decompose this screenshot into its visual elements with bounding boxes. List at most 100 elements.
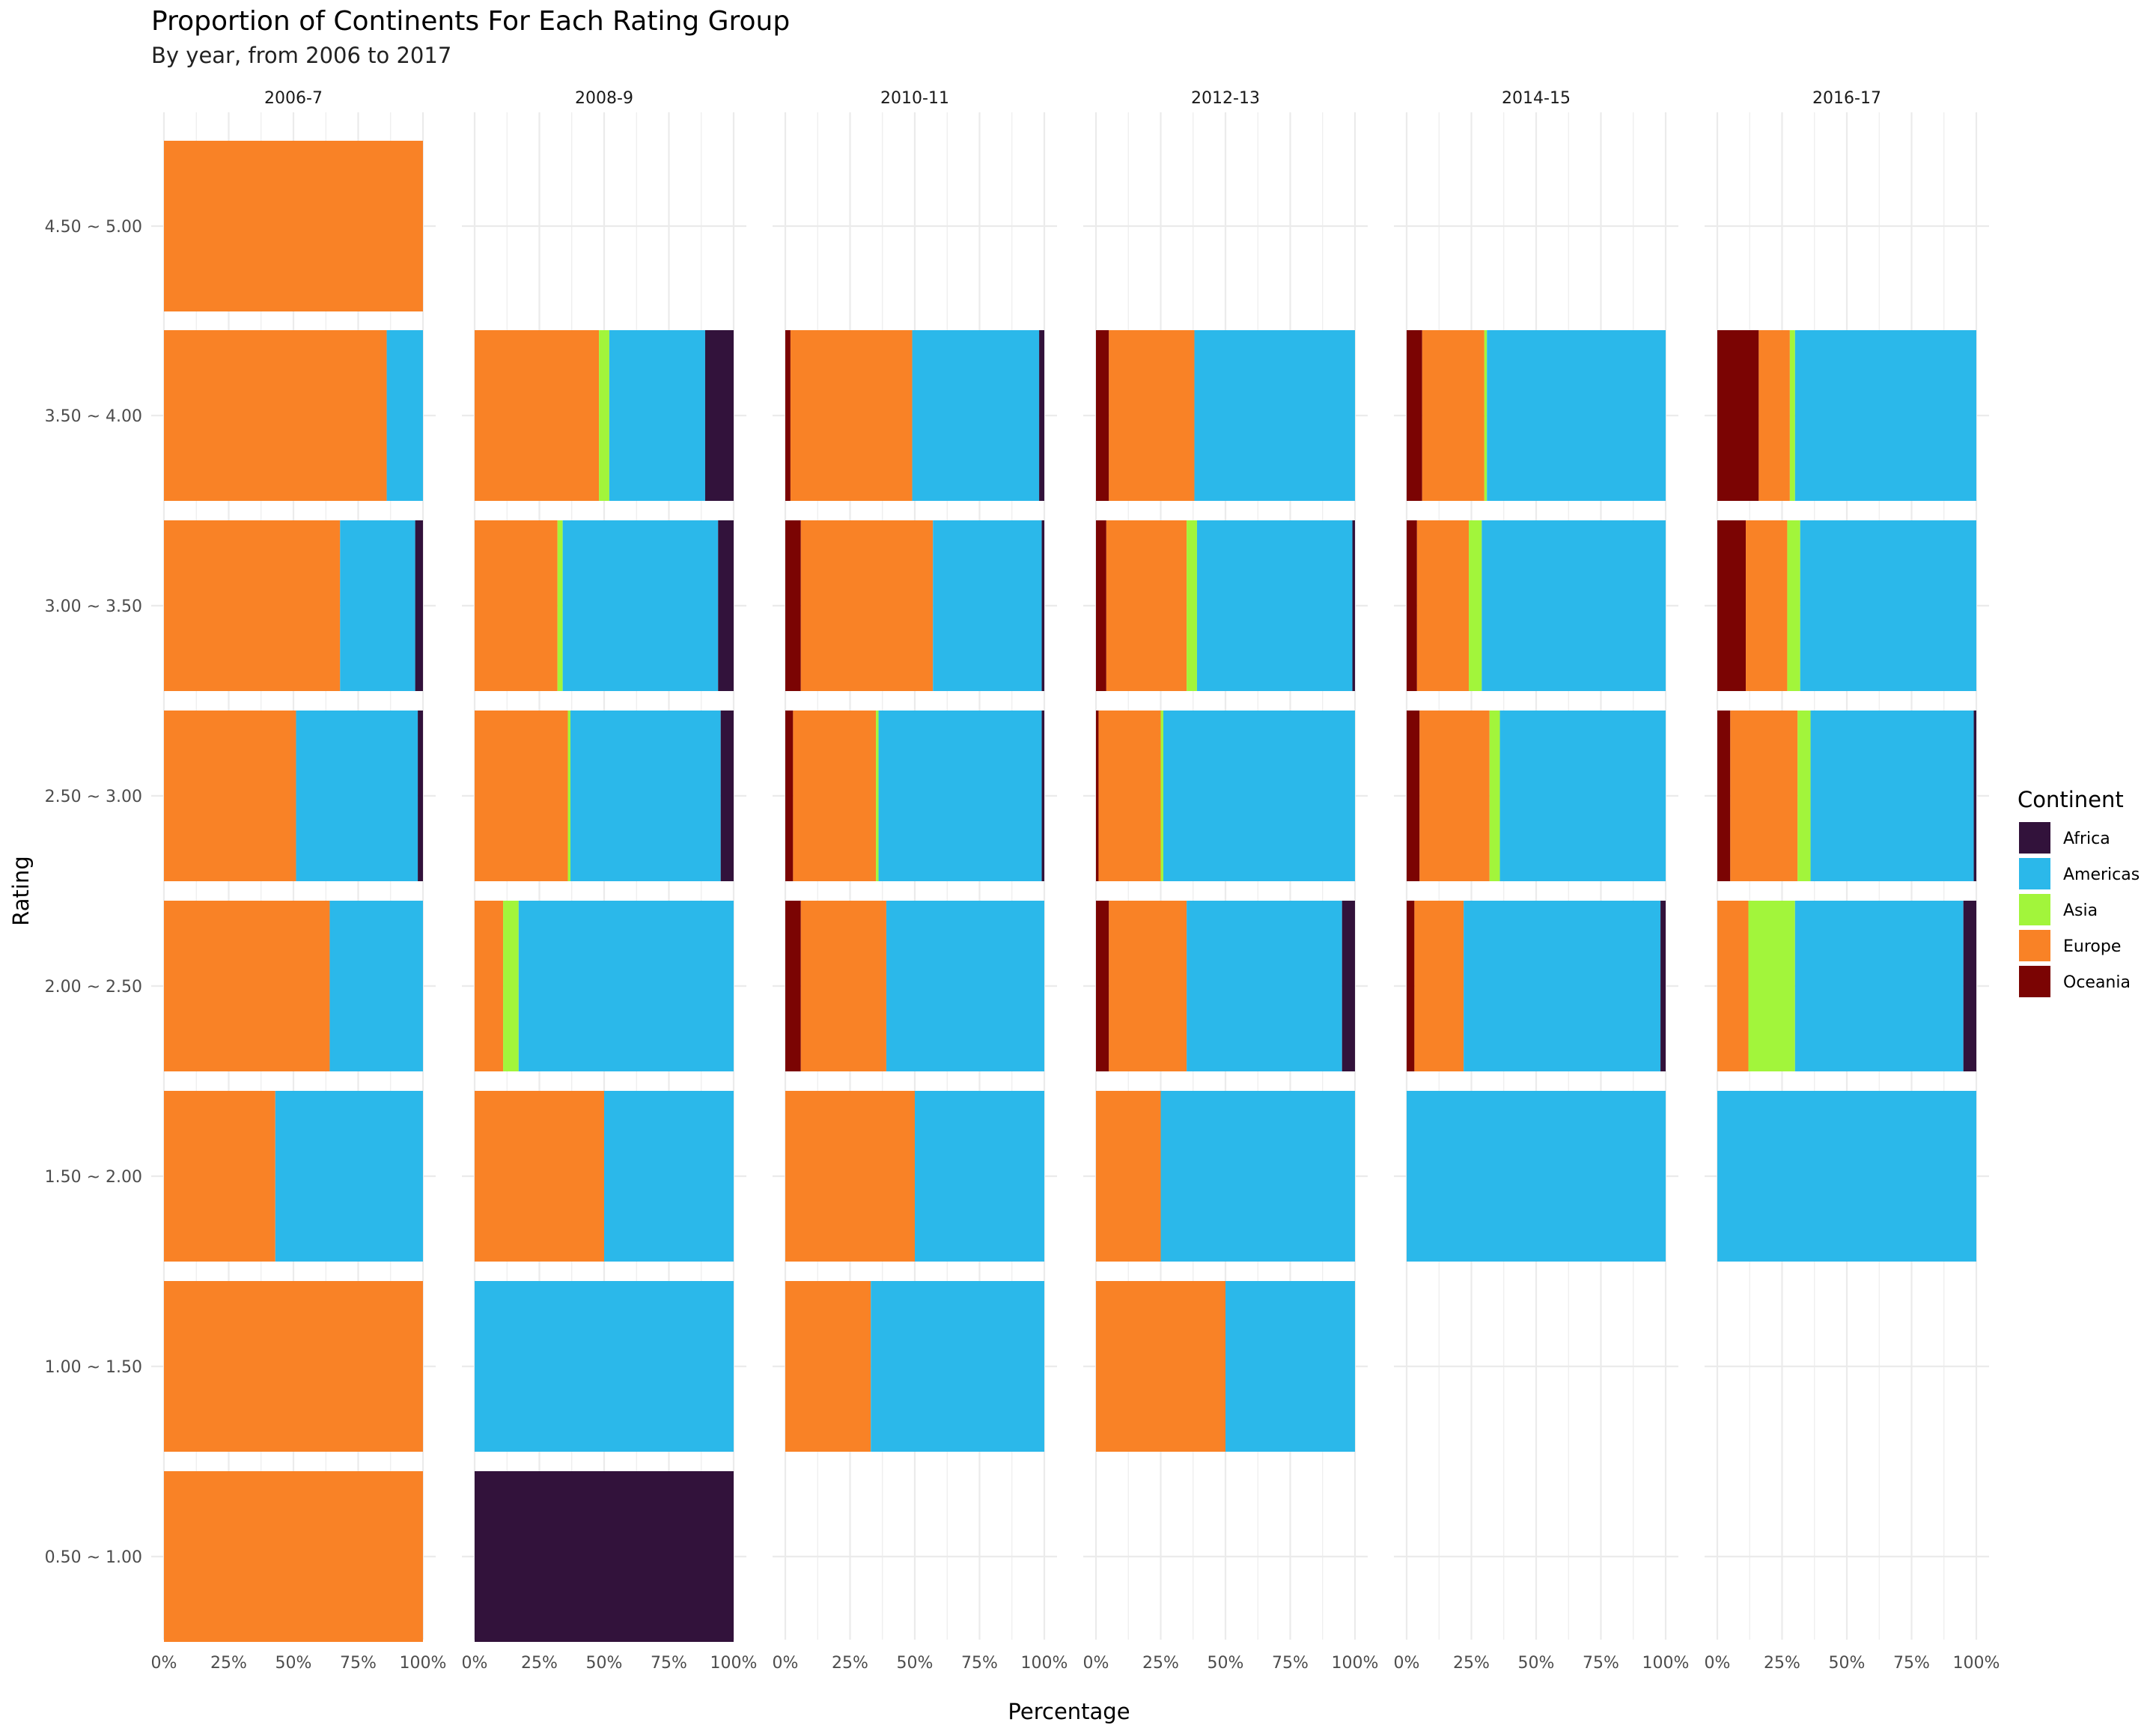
bar-segment-americas — [1225, 1281, 1355, 1452]
bar-segment-americas — [329, 901, 423, 1071]
bar-segment-oceania — [1407, 330, 1422, 501]
facet-panel-2016-17: 2016-17 0% 25% 50% 75% 100% — [1705, 89, 2000, 1673]
bar-segment-africa — [418, 711, 423, 881]
bar-segment-oceania — [785, 520, 801, 691]
bar-segment-americas — [604, 1091, 734, 1262]
bar-segment-americas — [1810, 711, 1974, 881]
facet-strip-label: 2014-15 — [1502, 89, 1571, 108]
bar-segment-asia — [1484, 330, 1487, 501]
bar-segment-africa — [1041, 711, 1044, 881]
bar-segment-asia — [1797, 711, 1811, 881]
bar-segment-americas — [609, 330, 705, 501]
x-tick-label: 25% — [210, 1654, 247, 1673]
bar-segment-europe — [785, 1091, 915, 1262]
legend-label: Europe — [2063, 937, 2121, 956]
legend: Continent Africa Americas Asia Europe Oceani… — [2018, 787, 2140, 997]
bar-segment-africa — [718, 520, 734, 691]
bar-segment-oceania — [1096, 901, 1109, 1071]
bar-segment-europe — [800, 901, 886, 1071]
bar-segment-americas — [1163, 711, 1355, 881]
bar-segment-oceania — [1096, 520, 1106, 691]
x-tick-label: 0% — [773, 1654, 799, 1673]
legend-swatch-europe — [2019, 930, 2050, 961]
y-tick-label: 2.00 ~ 2.50 — [45, 978, 142, 997]
bar-segment-africa — [1342, 901, 1355, 1071]
x-tick-label: 75% — [961, 1654, 998, 1673]
bar-segment-europe — [1096, 1281, 1225, 1452]
bar-segment-americas — [1499, 711, 1666, 881]
bar-segment-oceania — [1717, 711, 1731, 881]
chart-title: Proportion of Continents For Each Rating… — [151, 6, 790, 37]
bar-segment-africa — [1660, 901, 1666, 1071]
bar-segment-africa — [1973, 711, 1976, 881]
bar-segment-asia — [1187, 520, 1197, 691]
bar-segment-europe — [164, 1471, 423, 1642]
bar-segment-americas — [1717, 1091, 1976, 1262]
bar-segment-americas — [1187, 901, 1342, 1071]
x-tick-label: 50% — [1829, 1654, 1866, 1673]
legend-title: Continent — [2018, 787, 2124, 812]
bar-segment-asia — [503, 901, 519, 1071]
bar-segment-europe — [164, 330, 387, 501]
bar-segment-africa — [1352, 520, 1355, 691]
bar-segment-oceania — [1717, 330, 1759, 501]
bar-segment-europe — [800, 520, 934, 691]
bar-segment-africa — [475, 1471, 734, 1642]
bar-segment-asia — [1787, 520, 1800, 691]
bar-segment-europe — [475, 711, 568, 881]
bar-segment-americas — [1487, 330, 1666, 501]
bar-segment-americas — [518, 901, 734, 1071]
bar-segment-europe — [164, 1281, 423, 1452]
bar-segment-europe — [1416, 520, 1470, 691]
x-tick-label: 50% — [1518, 1654, 1555, 1673]
bar-segment-europe — [1717, 901, 1749, 1071]
bar-segment-oceania — [1407, 520, 1417, 691]
bar-segment-asia — [1489, 711, 1500, 881]
x-tick-label: 25% — [1453, 1654, 1490, 1673]
bar-segment-americas — [912, 330, 1040, 501]
x-tick-label: 100% — [1642, 1654, 1690, 1673]
x-tick-label: 75% — [1583, 1654, 1619, 1673]
bar-segment-europe — [164, 141, 423, 311]
bar-segment-europe — [1414, 901, 1464, 1071]
bar-segment-americas — [340, 520, 415, 691]
facet-panels: 2006-7 0% 25% 50% 75% 100% 2008-9 0% 25% 50% 75% 10… — [151, 89, 2000, 1673]
bar-segment-americas — [1196, 520, 1353, 691]
bar-segment-europe — [475, 1091, 604, 1262]
bar-segment-africa — [415, 520, 423, 691]
legend-swatch-americas — [2019, 858, 2050, 889]
bar-segment-asia — [1789, 330, 1795, 501]
bar-segment-europe — [164, 711, 296, 881]
facet-panel-2008-9: 2008-9 0% 25% 50% 75% 100% — [462, 89, 758, 1673]
bar-segment-africa — [720, 711, 734, 881]
facet-strip-label: 2008-9 — [575, 89, 633, 108]
bar-segment-europe — [793, 711, 877, 881]
x-tick-label: 50% — [586, 1654, 623, 1673]
x-tick-label: 75% — [1893, 1654, 1930, 1673]
bar-segment-asia — [557, 520, 563, 691]
x-tick-label: 0% — [462, 1654, 488, 1673]
bar-segment-oceania — [1096, 330, 1109, 501]
bar-segment-americas — [475, 1281, 734, 1452]
bar-segment-oceania — [1096, 711, 1099, 881]
facet-strip-label: 2012-13 — [1191, 89, 1260, 108]
bar-segment-americas — [1800, 520, 1976, 691]
y-tick-label: 3.00 ~ 3.50 — [45, 597, 142, 616]
bar-segment-oceania — [785, 901, 801, 1071]
legend-label: Americas — [2063, 865, 2140, 884]
bar-segment-oceania — [785, 711, 794, 881]
x-tick-label: 100% — [1953, 1654, 2000, 1673]
bar-segment-americas — [1482, 520, 1666, 691]
bar-segment-americas — [1407, 1091, 1666, 1262]
bar-segment-asia — [876, 711, 879, 881]
bar-segment-europe — [1758, 330, 1790, 501]
x-tick-label: 100% — [400, 1654, 447, 1673]
x-tick-label: 50% — [275, 1654, 312, 1673]
bar-segment-europe — [1419, 711, 1490, 881]
bar-segment-asia — [1748, 901, 1795, 1071]
x-tick-label: 0% — [151, 1654, 177, 1673]
facet-strip-label: 2006-7 — [264, 89, 323, 108]
x-axis-label: Percentage — [1008, 1699, 1130, 1724]
bar-segment-oceania — [1407, 711, 1420, 881]
